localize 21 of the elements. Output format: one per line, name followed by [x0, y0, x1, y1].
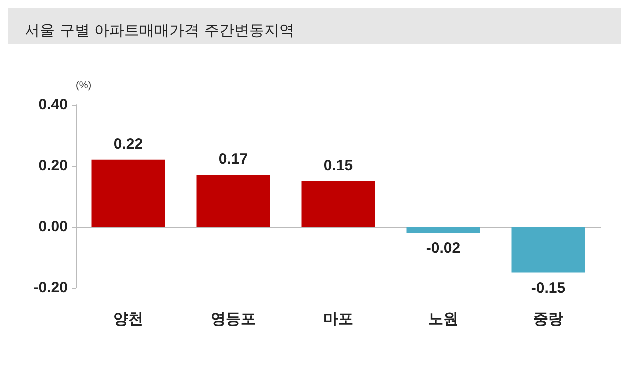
x-tick-label: 양천 [114, 311, 144, 328]
bar [406, 227, 480, 234]
data-label: 0.15 [324, 157, 354, 174]
y-tick-label: 0.40 [38, 96, 68, 114]
bar [302, 181, 376, 227]
x-tick-label: 중랑 [534, 311, 564, 328]
bar [512, 227, 586, 273]
bar [196, 175, 270, 227]
x-tick-label: 영등포 [211, 311, 256, 328]
data-label: -0.02 [426, 240, 461, 258]
data-label: -0.15 [531, 280, 566, 297]
data-label: 0.17 [218, 151, 248, 168]
x-tick-label: 마포 [324, 311, 354, 328]
y-axis-title: (%) [76, 80, 92, 92]
y-tick-label: -0.20 [34, 280, 68, 296]
data-label: 0.22 [114, 136, 144, 153]
bar [92, 160, 166, 227]
x-tick-label: 노원 [428, 311, 458, 328]
chart-title: 서울 구별 아파트매매가격 주간변동지역 [25, 22, 294, 40]
y-tick-label: 0.20 [38, 158, 68, 174]
y-tick-label: 0.00 [38, 218, 68, 236]
